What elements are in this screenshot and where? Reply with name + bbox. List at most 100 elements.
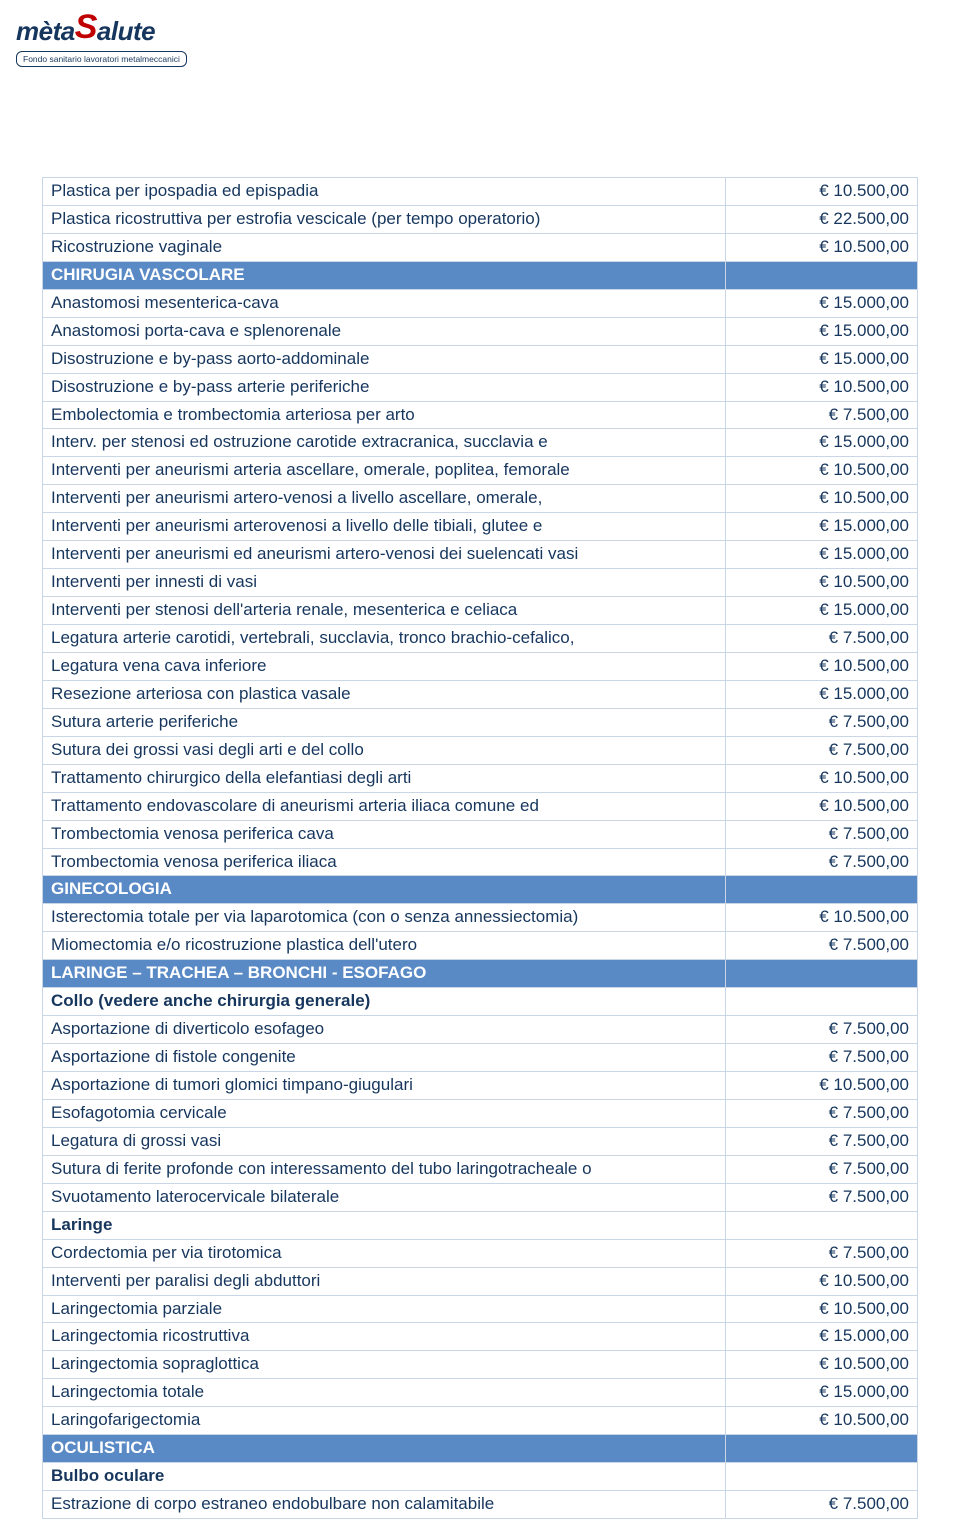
- table-row: Ricostruzione vaginale€ 10.500,00: [43, 233, 918, 261]
- row-description: Interventi per innesti di vasi: [43, 569, 726, 597]
- row-description: Interv. per stenosi ed ostruzione caroti…: [43, 429, 726, 457]
- table-row: Interventi per innesti di vasi€ 10.500,0…: [43, 569, 918, 597]
- row-amount: € 7.500,00: [725, 932, 918, 960]
- section-header: OCULISTICA: [43, 1435, 918, 1463]
- row-description: Sutura dei grossi vasi degli arti e del …: [43, 736, 726, 764]
- row-amount: € 15.000,00: [725, 1323, 918, 1351]
- logo-tagline: Fondo sanitario lavoratori metalmeccanic…: [16, 51, 187, 67]
- section-title: LARINGE – TRACHEA – BRONCHI - ESOFAGO: [43, 960, 726, 988]
- section-header: LARINGE – TRACHEA – BRONCHI - ESOFAGO: [43, 960, 918, 988]
- table-row: Cordectomia per via tirotomica€ 7.500,00: [43, 1239, 918, 1267]
- table-row: Sutura di ferite profonde con interessam…: [43, 1155, 918, 1183]
- section-title: CHIRUGIA VASCOLARE: [43, 261, 726, 289]
- row-description: Legatura vena cava inferiore: [43, 652, 726, 680]
- row-description: Trattamento chirurgico della elefantiasi…: [43, 764, 726, 792]
- row-description: Laringofarigectomia: [43, 1407, 726, 1435]
- row-amount: € 7.500,00: [725, 708, 918, 736]
- table-row: Plastica per ipospadia ed epispadia€ 10.…: [43, 178, 918, 206]
- subsection-amount: [725, 1463, 918, 1491]
- section-title: OCULISTICA: [43, 1435, 726, 1463]
- row-description: Laringectomia totale: [43, 1379, 726, 1407]
- table-row: Legatura di grossi vasi€ 7.500,00: [43, 1127, 918, 1155]
- row-amount: € 7.500,00: [725, 1016, 918, 1044]
- subsection-title: Bulbo oculare: [43, 1463, 726, 1491]
- row-amount: € 15.000,00: [725, 597, 918, 625]
- row-amount: € 10.500,00: [725, 764, 918, 792]
- section-amount: [725, 261, 918, 289]
- table-row: Estrazione di corpo estraneo endobulbare…: [43, 1491, 918, 1519]
- row-amount: € 10.500,00: [725, 792, 918, 820]
- table-row: Embolectomia e trombectomia arteriosa pe…: [43, 401, 918, 429]
- table-row: Anastomosi porta-cava e splenorenale€ 15…: [43, 317, 918, 345]
- row-description: Interventi per aneurismi arteria ascella…: [43, 457, 726, 485]
- table-row: Interventi per aneurismi artero-venosi a…: [43, 485, 918, 513]
- table-row: Anastomosi mesenterica-cava€ 15.000,00: [43, 289, 918, 317]
- row-description: Anastomosi porta-cava e splenorenale: [43, 317, 726, 345]
- row-amount: € 15.000,00: [725, 680, 918, 708]
- row-description: Miomectomia e/o ricostruzione plastica d…: [43, 932, 726, 960]
- row-description: Asportazione di diverticolo esofageo: [43, 1016, 726, 1044]
- section-title: GINECOLOGIA: [43, 876, 726, 904]
- row-amount: € 10.500,00: [725, 178, 918, 206]
- table-row: Laringectomia parziale€ 10.500,00: [43, 1295, 918, 1323]
- logo-s: S: [75, 8, 97, 46]
- row-amount: € 10.500,00: [725, 569, 918, 597]
- logo-meta: mèta: [16, 16, 75, 46]
- row-description: Resezione arteriosa con plastica vasale: [43, 680, 726, 708]
- row-description: Ricostruzione vaginale: [43, 233, 726, 261]
- row-amount: € 10.500,00: [725, 1407, 918, 1435]
- table-row: Resezione arteriosa con plastica vasale€…: [43, 680, 918, 708]
- table-row: Asportazione di fistole congenite€ 7.500…: [43, 1044, 918, 1072]
- row-description: Asportazione di fistole congenite: [43, 1044, 726, 1072]
- row-amount: € 15.000,00: [725, 345, 918, 373]
- row-amount: € 10.500,00: [725, 457, 918, 485]
- row-amount: € 10.500,00: [725, 485, 918, 513]
- table-row: Disostruzione e by-pass arterie periferi…: [43, 373, 918, 401]
- row-description: Laringectomia parziale: [43, 1295, 726, 1323]
- row-amount: € 15.000,00: [725, 289, 918, 317]
- subsection-title: Collo (vedere anche chirurgia generale): [43, 988, 726, 1016]
- table-row: Asportazione di tumori glomici timpano-g…: [43, 1072, 918, 1100]
- subsection-header: Collo (vedere anche chirurgia generale): [43, 988, 918, 1016]
- table-row: Trattamento chirurgico della elefantiasi…: [43, 764, 918, 792]
- table-row: Legatura arterie carotidi, vertebrali, s…: [43, 625, 918, 653]
- row-amount: € 15.000,00: [725, 541, 918, 569]
- table-row: Asportazione di diverticolo esofageo€ 7.…: [43, 1016, 918, 1044]
- table-row: Legatura vena cava inferiore€ 10.500,00: [43, 652, 918, 680]
- row-description: Esofagotomia cervicale: [43, 1099, 726, 1127]
- row-amount: € 15.000,00: [725, 429, 918, 457]
- table-row: Laringectomia ricostruttiva€ 15.000,00: [43, 1323, 918, 1351]
- row-description: Anastomosi mesenterica-cava: [43, 289, 726, 317]
- row-description: Trombectomia venosa periferica cava: [43, 820, 726, 848]
- subsection-amount: [725, 1211, 918, 1239]
- logo-text: mètaSalute: [16, 10, 944, 49]
- subsection-header: Laringe: [43, 1211, 918, 1239]
- table-row: Interventi per paralisi degli abduttori€…: [43, 1267, 918, 1295]
- row-description: Disostruzione e by-pass aorto-addominale: [43, 345, 726, 373]
- row-amount: € 10.500,00: [725, 1295, 918, 1323]
- section-amount: [725, 1435, 918, 1463]
- row-amount: € 7.500,00: [725, 401, 918, 429]
- table-row: Sutura arterie periferiche€ 7.500,00: [43, 708, 918, 736]
- table-row: Miomectomia e/o ricostruzione plastica d…: [43, 932, 918, 960]
- price-table: Plastica per ipospadia ed epispadia€ 10.…: [42, 177, 918, 1519]
- section-header: CHIRUGIA VASCOLARE: [43, 261, 918, 289]
- table-row: Trombectomia venosa periferica cava€ 7.5…: [43, 820, 918, 848]
- row-description: Trattamento endovascolare di aneurismi a…: [43, 792, 726, 820]
- row-amount: € 7.500,00: [725, 820, 918, 848]
- row-amount: € 7.500,00: [725, 1155, 918, 1183]
- table-row: Isterectomia totale per via laparotomica…: [43, 904, 918, 932]
- table-row: Trattamento endovascolare di aneurismi a…: [43, 792, 918, 820]
- table-row: Interventi per aneurismi ed aneurismi ar…: [43, 541, 918, 569]
- row-amount: € 7.500,00: [725, 736, 918, 764]
- row-amount: € 7.500,00: [725, 1239, 918, 1267]
- row-amount: € 7.500,00: [725, 1044, 918, 1072]
- row-description: Sutura di ferite profonde con interessam…: [43, 1155, 726, 1183]
- row-description: Asportazione di tumori glomici timpano-g…: [43, 1072, 726, 1100]
- row-amount: € 10.500,00: [725, 373, 918, 401]
- table-row: Esofagotomia cervicale€ 7.500,00: [43, 1099, 918, 1127]
- row-description: Interventi per aneurismi artero-venosi a…: [43, 485, 726, 513]
- section-header: GINECOLOGIA: [43, 876, 918, 904]
- row-description: Svuotamento laterocervicale bilaterale: [43, 1183, 726, 1211]
- section-amount: [725, 960, 918, 988]
